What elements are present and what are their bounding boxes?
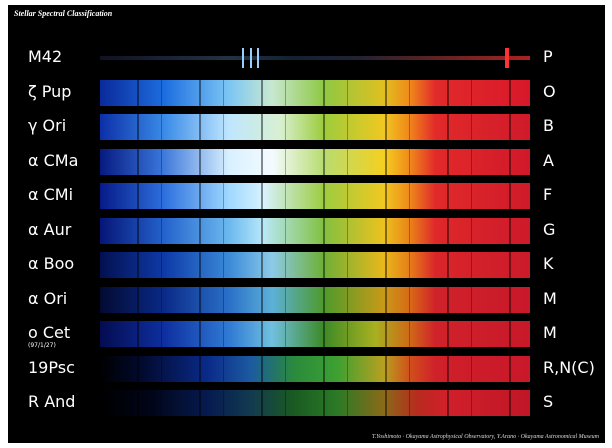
spectral-class: B <box>543 116 554 135</box>
star-name: R And <box>28 392 98 411</box>
absorption-lines <box>100 149 530 175</box>
spectral-class: M <box>543 289 557 308</box>
star-name: α Ori <box>28 289 98 308</box>
spectrum <box>100 149 530 175</box>
spectral-class: S <box>543 392 553 411</box>
spectrum <box>100 390 530 416</box>
spectrum <box>100 114 530 140</box>
spectrum <box>100 252 530 278</box>
figure-panel: Stellar Spectral Classification T.Yoshim… <box>8 5 605 443</box>
star-name: 19Psc <box>28 358 98 377</box>
spectral-class: R,N(C) <box>543 358 595 377</box>
spectral-class: K <box>543 254 554 273</box>
spectral-class: M <box>543 323 557 342</box>
spectrum <box>100 80 530 106</box>
star-name: γ Ori <box>28 116 98 135</box>
spectrum <box>100 183 530 209</box>
figure-title: Stellar Spectral Classification <box>14 9 112 18</box>
emission-line <box>257 48 259 68</box>
spectrum <box>100 321 530 347</box>
star-name: o Cet <box>28 323 98 342</box>
spectrum <box>100 218 530 244</box>
star-name: ζ Pup <box>28 82 98 101</box>
absorption-lines <box>100 390 530 416</box>
absorption-lines <box>100 80 530 106</box>
absorption-lines <box>100 114 530 140</box>
star-name: α Boo <box>28 254 98 273</box>
absorption-lines <box>100 287 530 313</box>
credit: T.Yoshimoto · Okayama Astrophysical Obse… <box>372 434 599 440</box>
absorption-lines <box>100 252 530 278</box>
star-name: M42 <box>28 47 98 66</box>
emission-line <box>242 48 244 68</box>
spectrum <box>100 56 530 60</box>
spectral-class: P <box>543 47 553 66</box>
star-note: (97/1/27) <box>28 342 56 349</box>
page: Stellar Spectral Classification T.Yoshim… <box>0 0 612 448</box>
spectral-class: A <box>543 151 554 170</box>
emission-line <box>505 48 509 68</box>
star-name: α CMi <box>28 185 98 204</box>
absorption-lines <box>100 356 530 382</box>
spectral-class: F <box>543 185 552 204</box>
spectral-class: G <box>543 220 555 239</box>
spectral-class: O <box>543 82 556 101</box>
spectrum <box>100 287 530 313</box>
absorption-lines <box>100 321 530 347</box>
absorption-lines <box>100 183 530 209</box>
absorption-lines <box>100 218 530 244</box>
star-name: α Aur <box>28 220 98 239</box>
spectrum <box>100 356 530 382</box>
emission-line <box>250 48 252 68</box>
star-name: α CMa <box>28 151 98 170</box>
